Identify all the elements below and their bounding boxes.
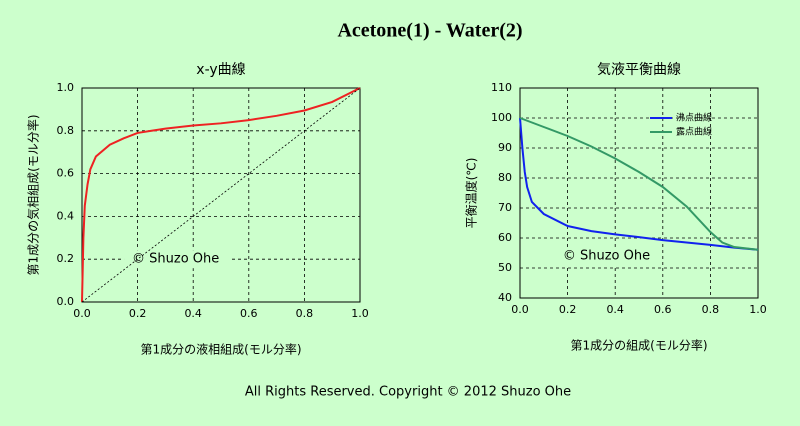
x-tick-label: 0.2: [129, 307, 147, 320]
chart-title: 気液平衡曲線: [597, 62, 681, 78]
series-line: [519, 117, 759, 251]
x-tick-label: 0.6: [654, 303, 672, 316]
x-axis-label: 第1成分の液相組成(モル分率): [141, 342, 302, 357]
y-tick-label: 110: [491, 81, 512, 94]
y-tick-label: 0.8: [57, 124, 75, 137]
y-tick-label: 0.0: [57, 295, 75, 308]
x-tick-label: 0.2: [559, 303, 577, 316]
x-tick-label: 0.4: [606, 303, 624, 316]
y-tick-label: 70: [498, 201, 512, 214]
series-line: [81, 87, 361, 303]
annotation-bg: [554, 247, 661, 265]
x-tick-label: 1.0: [749, 303, 767, 316]
y-tick-label: 0.4: [57, 209, 75, 222]
x-tick-label: 0.6: [240, 307, 258, 320]
y-axis-label: 平衡温度(℃): [464, 158, 479, 229]
annotation-bg: [124, 250, 231, 269]
y-tick-label: 60: [498, 231, 512, 244]
x-tick-label: 0.0: [511, 303, 529, 316]
y-tick-label: 90: [498, 141, 512, 154]
x-tick-label: 0.8: [296, 307, 314, 320]
annotation: © Shuzo Ohe: [132, 252, 219, 267]
page-title: Acetone(1) - Water(2): [337, 20, 522, 42]
x-tick-label: 1.0: [351, 307, 369, 320]
y-axis-label: 第1成分の気相組成(モル分率): [26, 115, 41, 276]
chart-title: x-y曲線: [196, 62, 245, 78]
y-tick-label: 0.2: [57, 252, 75, 265]
footer: All Rights Reserved. Copyright © 2012 Sh…: [245, 385, 571, 400]
legend-label: 露点曲線: [676, 126, 712, 138]
y-tick-label: 50: [498, 261, 512, 274]
x-tick-label: 0.4: [184, 307, 202, 320]
legend-label: 沸点曲線: [676, 112, 712, 124]
annotation: © Shuzo Ohe: [563, 249, 650, 264]
y-tick-label: 0.6: [57, 167, 75, 180]
series-line: [81, 87, 361, 303]
y-tick-label: 80: [498, 171, 512, 184]
x-tick-label: 0.8: [702, 303, 720, 316]
x-axis-label: 第1成分の組成(モル分率): [571, 338, 708, 353]
plot-area: [519, 87, 759, 299]
series-line: [519, 117, 759, 251]
y-tick-label: 1.0: [57, 81, 75, 94]
y-tick-label: 100: [491, 111, 512, 124]
y-tick-label: 40: [498, 291, 512, 304]
x-tick-label: 0.0: [73, 307, 91, 320]
